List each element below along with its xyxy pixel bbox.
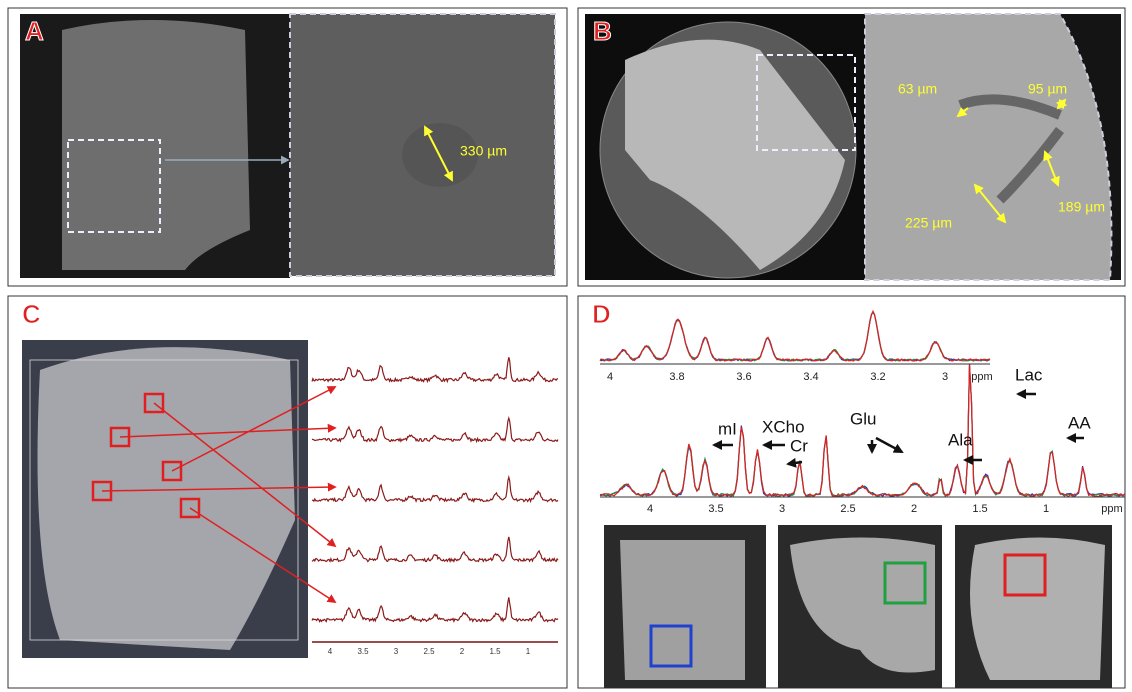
tick-label: 2	[460, 647, 465, 656]
annotation: 189 µm	[1058, 199, 1105, 215]
tick-label: 2.5	[423, 647, 435, 656]
tick-label: 4	[328, 647, 333, 656]
annotation: 330 µm	[460, 143, 507, 159]
panel-label: C	[22, 299, 41, 329]
peak-label: Ala	[948, 430, 973, 449]
tick-label: 4	[647, 503, 653, 515]
axis-unit: ppm	[971, 371, 992, 383]
tick-label: 1	[1043, 503, 1049, 515]
annotation: 63 µm	[898, 81, 937, 97]
peak-label: AA	[1068, 413, 1091, 432]
zoom-tissue	[865, 14, 1111, 280]
peak-label: XCho	[762, 417, 805, 436]
tissue	[970, 538, 1105, 681]
peak-label: Glu	[850, 409, 876, 428]
tick-label: 3.6	[736, 371, 751, 383]
peak-label: Cr	[790, 436, 808, 455]
tick-label: 3.5	[708, 503, 723, 515]
tick-label: 3	[394, 647, 399, 656]
annotation: 95 µm	[1028, 81, 1067, 97]
tissue	[620, 540, 745, 680]
axis-unit: ppm	[1101, 503, 1122, 515]
peak-label: Lac	[1015, 365, 1043, 384]
panel-label: D	[592, 299, 611, 329]
panel-label: A	[25, 16, 44, 46]
annotation: 225 µm	[905, 215, 952, 231]
tick-label: 3	[779, 503, 785, 515]
panel-label: B	[593, 16, 612, 46]
figure: A 330 µm B 63 µm 95 µm 189 µm 225 µm C p…	[0, 0, 1132, 692]
peak-label: mI	[718, 419, 737, 438]
tick-label: 3.5	[357, 647, 369, 656]
tick-label: 3	[942, 371, 948, 383]
tick-label: 2	[911, 503, 917, 515]
tick-label: 1.5	[972, 503, 987, 515]
tick-label: 3.8	[669, 371, 684, 383]
tick-label: 1	[526, 647, 531, 656]
tick-label: 3.2	[870, 371, 885, 383]
tick-label: 1.5	[489, 647, 501, 656]
tick-label: 3.4	[803, 371, 818, 383]
tick-label: 4	[607, 371, 613, 383]
tick-label: 2.5	[840, 503, 855, 515]
